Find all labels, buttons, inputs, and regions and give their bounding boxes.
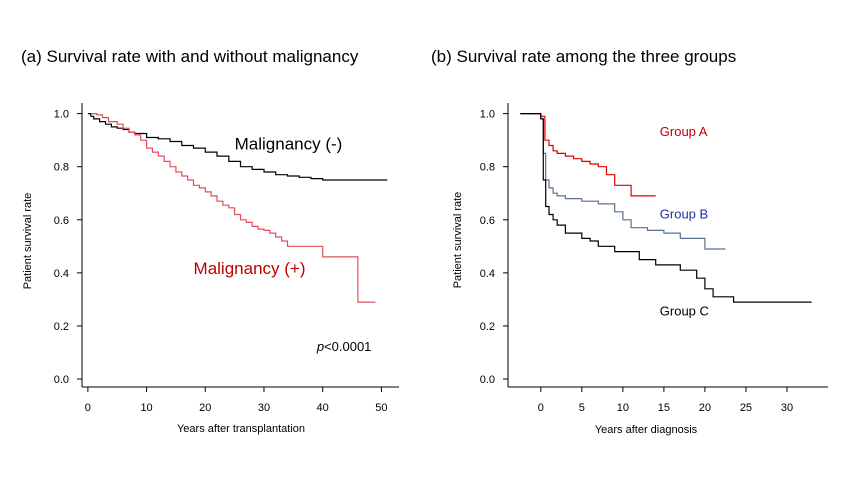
survival-curve-1 (520, 113, 656, 197)
x-tick-label: 10 (617, 402, 629, 414)
annotation-label: Malignancy (-) (235, 134, 343, 153)
panel-a-survival-malignancy: (a) Survival rate with and without malig… (21, 47, 399, 435)
survival-curve-1 (87, 113, 388, 181)
x-tick-label: 30 (781, 402, 793, 414)
x-tick-label: 10 (140, 402, 152, 414)
chart-title: (b) Survival rate among the three groups (431, 47, 736, 66)
y-tick-label: 0.8 (54, 162, 69, 174)
y-tick-label: 0.0 (54, 374, 69, 386)
y-tick-label: 0.8 (480, 162, 495, 174)
y-axis-label: Patient survival rate (22, 193, 34, 290)
y-tick-label: 0.6 (480, 215, 495, 227)
x-tick-label: 5 (579, 402, 585, 414)
p-value-symbol: p (316, 339, 324, 354)
y-tick-label: 0.4 (54, 268, 69, 280)
x-tick-label: 0 (538, 402, 544, 414)
annotation-label: Group B (660, 206, 708, 221)
x-tick-label: 0 (85, 402, 91, 414)
survival-curve-3 (520, 113, 812, 303)
y-tick-label: 0.0 (480, 374, 495, 386)
y-tick-label: 0.4 (480, 268, 495, 280)
x-tick-label: 30 (258, 402, 270, 414)
x-axis-label: Years after diagnosis (595, 424, 698, 436)
annotation-text: Group C (660, 303, 709, 318)
annotation-text: Group B (660, 206, 708, 221)
annotation-text: <0.0001 (324, 339, 371, 354)
survival-curve-2 (90, 113, 376, 303)
annotation-label: Malignancy (+) (194, 259, 306, 278)
annotation-label: p<0.0001 (316, 339, 372, 354)
annotation-text: Malignancy (-) (235, 134, 343, 153)
y-tick-label: 1.0 (54, 109, 69, 121)
y-axis-label: Patient survival rate (452, 192, 464, 289)
panel-b-survival-three-groups: (b) Survival rate among the three groups… (431, 47, 828, 436)
y-tick-label: 0.2 (480, 321, 495, 333)
y-tick-label: 1.0 (480, 109, 495, 121)
x-tick-label: 40 (317, 402, 329, 414)
x-tick-label: 50 (375, 402, 387, 414)
annotation-label: Group A (660, 124, 708, 139)
annotation-text: Group A (660, 124, 708, 139)
x-tick-label: 15 (658, 402, 670, 414)
annotation-text: Malignancy (+) (194, 259, 306, 278)
survival-curve-2 (520, 113, 726, 250)
annotation-label: Group C (660, 303, 709, 318)
chart-title: (a) Survival rate with and without malig… (21, 47, 359, 66)
y-tick-label: 0.6 (54, 215, 69, 227)
x-tick-label: 25 (740, 402, 752, 414)
y-tick-label: 0.2 (54, 321, 69, 333)
x-axis-label: Years after transplantation (177, 423, 305, 435)
x-tick-label: 20 (699, 402, 711, 414)
x-tick-label: 20 (199, 402, 211, 414)
